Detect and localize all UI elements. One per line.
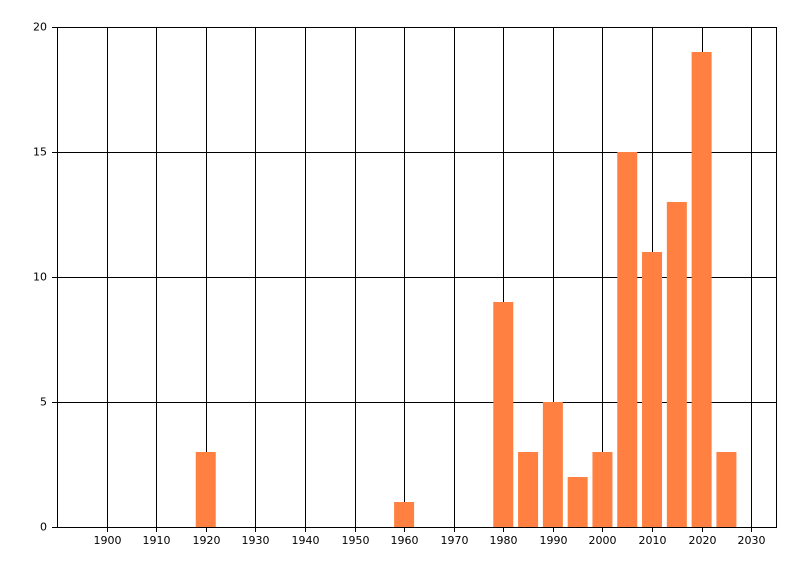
bar [542, 402, 563, 527]
bar [394, 502, 415, 527]
bar [642, 252, 663, 527]
x-tick-label: 2030 [738, 534, 766, 547]
y-tick-label: 5 [40, 396, 47, 409]
x-tick-label: 1910 [143, 534, 171, 547]
x-tick-label: 1950 [342, 534, 370, 547]
x-tick-label: 2020 [689, 534, 717, 547]
bar [567, 477, 588, 527]
bar [666, 202, 687, 527]
y-tick-label: 0 [40, 521, 47, 534]
x-tick-label: 2000 [589, 534, 617, 547]
y-tick-label: 20 [33, 21, 47, 34]
y-tick-label: 15 [33, 146, 47, 159]
bar [691, 52, 712, 527]
bar [518, 452, 539, 527]
y-tick-label: 10 [33, 271, 47, 284]
x-tick-label: 1930 [242, 534, 270, 547]
x-tick-label: 1990 [540, 534, 568, 547]
x-tick-label: 2010 [639, 534, 667, 547]
bar [617, 152, 638, 527]
x-tick-label: 1920 [193, 534, 221, 547]
x-tick-label: 1940 [292, 534, 320, 547]
bar [195, 452, 216, 527]
bar [592, 452, 613, 527]
x-tick-label: 1900 [94, 534, 122, 547]
bar [493, 302, 514, 527]
bar [716, 452, 737, 527]
x-tick-label: 1960 [391, 534, 419, 547]
x-tick-label: 1970 [441, 534, 469, 547]
x-tick-label: 1980 [490, 534, 518, 547]
